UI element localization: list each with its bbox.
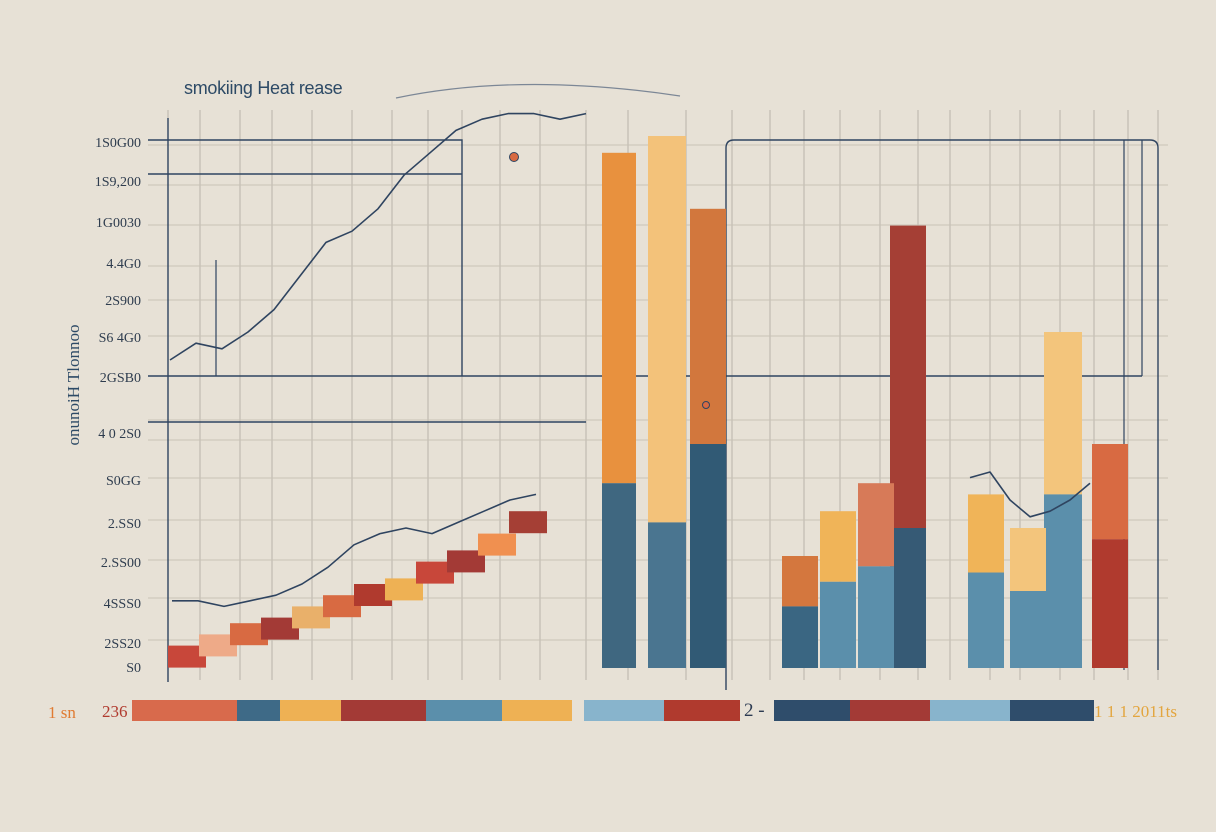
legend-swatch (132, 700, 237, 721)
y-tick-label: 1S9,200 (94, 175, 141, 190)
legend-swatch (850, 700, 930, 721)
bar-i-lower (858, 566, 894, 668)
y-tick-label: S6 4G0 (98, 331, 141, 346)
stair-block (385, 578, 423, 601)
legend-swatch (280, 700, 341, 721)
bar-j-lower (968, 572, 1004, 668)
bar-c-upper (690, 208, 726, 444)
y-tick-label: 2GSB0 (99, 371, 141, 386)
y-tick-label: 4.4G0 (106, 257, 141, 272)
panel-frame (148, 139, 463, 376)
line-marker (702, 401, 710, 409)
bar-h-lower (820, 581, 856, 668)
stair-block (261, 617, 299, 640)
stair-block (230, 623, 268, 646)
bar-b-lower (648, 522, 686, 668)
legend-swatch (502, 700, 572, 721)
stair-block (416, 561, 454, 584)
stair-block (168, 645, 206, 668)
y-tick-label: 4SSS0 (103, 597, 141, 612)
legend-swatch (930, 700, 1010, 721)
title-arc (395, 83, 681, 99)
axis-line (148, 118, 1142, 682)
bar-j-upper (968, 494, 1004, 573)
bar-f-lower (1092, 539, 1128, 668)
stair-block (199, 634, 237, 657)
bar-c-lower (690, 444, 726, 668)
y-tick-label: 4 0 2S0 (98, 427, 141, 442)
bar-h-upper (820, 511, 856, 582)
bar-k-upper (1010, 528, 1046, 591)
legend-swatch (774, 700, 850, 721)
legend-swatch (237, 700, 280, 721)
bar-b-upper (648, 136, 686, 523)
line-series-upper (169, 112, 587, 361)
bar-g-upper (782, 556, 818, 607)
y-tick-label: 2S900 (105, 294, 141, 309)
bar-i-upper (858, 483, 894, 567)
y-tick-label: 1G0030 (95, 216, 141, 231)
y-tick-label: S0GG (105, 474, 141, 489)
y-tick-label: 2.SS00 (100, 556, 141, 571)
chart-title: smokiing Heat rease (184, 78, 343, 98)
stair-block (323, 595, 361, 618)
stair-block (509, 511, 547, 534)
line-series-right (969, 471, 1091, 518)
bar-f-upper (1092, 444, 1128, 540)
legend-swatch (664, 700, 740, 721)
legend-left-label: 1 sn (48, 703, 76, 722)
y-tick-label: 1S0G00 (95, 136, 141, 151)
stair-block (292, 606, 330, 629)
legend-swatch (341, 700, 426, 721)
bar-e-upper (1044, 332, 1082, 495)
legend-left-value: 236 (102, 702, 128, 721)
line-marker (509, 152, 519, 162)
stair-block (478, 533, 516, 556)
bar-g-lower (782, 606, 818, 668)
bar-d-lower (890, 528, 926, 668)
line-series-lower (172, 493, 537, 608)
legend-mid-label: 2 - (744, 700, 765, 721)
bar-e-lower (1044, 494, 1082, 668)
y-tick-label: 2SS20 (104, 637, 141, 652)
bar-a-upper (602, 152, 636, 484)
legend-swatch (1010, 700, 1094, 721)
legend-swatch (426, 700, 502, 721)
bar-a-lower (602, 483, 636, 668)
bar-k-lower (1010, 591, 1046, 668)
right-panel-frame (725, 139, 1159, 690)
stair-block (447, 550, 485, 573)
y-tick-label: 2.SS0 (107, 517, 141, 532)
legend-swatch (584, 700, 664, 721)
bar-d-upper (890, 225, 926, 528)
legend-right-label: 1 1 1 2011ts (1094, 702, 1177, 721)
stair-block (354, 584, 392, 606)
y-tick-label: S0 (126, 661, 141, 676)
